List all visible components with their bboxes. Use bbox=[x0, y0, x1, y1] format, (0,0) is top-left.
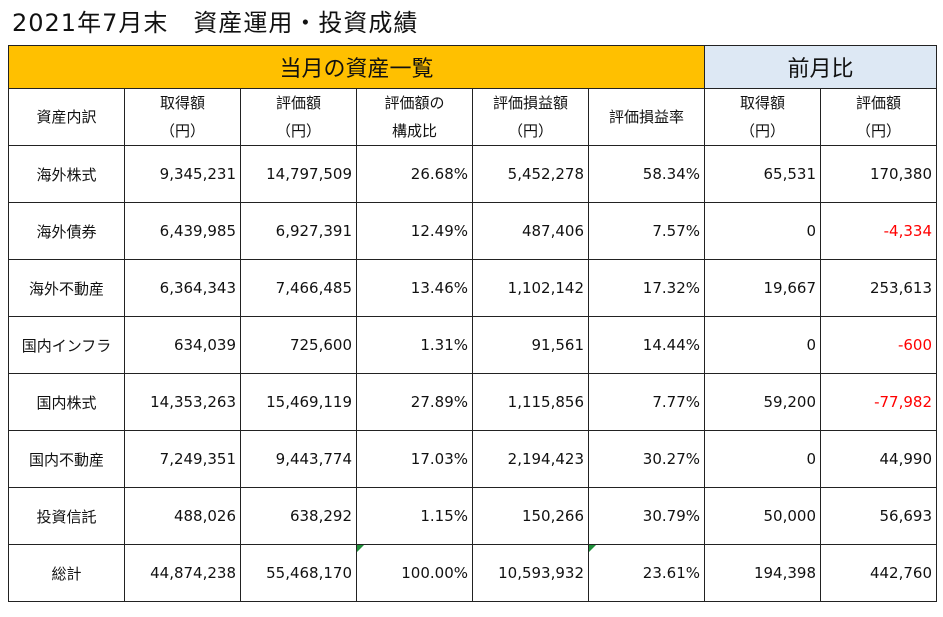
cost-cell: 14,353,263 bbox=[124, 373, 241, 431]
header-valuation-ratio-line: 評価額の bbox=[384, 94, 445, 112]
header-mom-cost-line: （円） bbox=[739, 122, 785, 140]
mom-cost-cell: 65,531 bbox=[704, 145, 821, 203]
cost-cell: 6,439,985 bbox=[124, 202, 241, 260]
header-cost: 取得額 （円） bbox=[124, 88, 241, 146]
header-cost-line: （円） bbox=[159, 122, 205, 140]
header-mom-valuation-line: 評価額 bbox=[855, 94, 901, 112]
header-asset-class: 資産内訳 bbox=[8, 88, 125, 146]
ratio-cell: 13.46% bbox=[356, 259, 473, 317]
mom-valuation-cell: -77,982 bbox=[820, 373, 937, 431]
mom-valuation-cell: 170,380 bbox=[820, 145, 937, 203]
cost-cell: 6,364,343 bbox=[124, 259, 241, 317]
header-valuation-ratio: 評価額の 構成比 bbox=[356, 88, 473, 146]
table-row: 国内不動産 7,249,351 9,443,774 17.03% 2,194,423 30… bbox=[8, 430, 937, 488]
header-asset-class-line: 資産内訳 bbox=[36, 108, 97, 126]
valuation-cell: 15,469,119 bbox=[240, 373, 357, 431]
gain-rate-cell: 14.44% bbox=[588, 316, 705, 374]
header-row: 資産内訳 取得額 （円） 評価額 （円） 評価額の構成比 評価損益額 （円） 評価損益率 取得額 （… bbox=[8, 88, 937, 146]
ratio-cell: 17.03% bbox=[356, 430, 473, 488]
header-gain-loss-rate-line: 評価損益率 bbox=[608, 108, 684, 126]
header-mom-valuation-line: （円） bbox=[855, 122, 901, 140]
mom-cost-cell: 59,200 bbox=[704, 373, 821, 431]
gain-cell: 91,561 bbox=[472, 316, 589, 374]
gain-cell: 150,266 bbox=[472, 487, 589, 545]
header-mom-valuation: 評価額 （円） bbox=[820, 88, 937, 146]
valuation-cell: 7,466,485 bbox=[240, 259, 357, 317]
header-gain-loss-line: （円） bbox=[507, 122, 553, 140]
mom-valuation-cell: -600 bbox=[820, 316, 937, 374]
cost-cell: 44,874,238 bbox=[124, 544, 241, 602]
table-row: 海外債券 6,439,985 6,927,391 12.49% 487,406 7.57%… bbox=[8, 202, 937, 260]
cost-cell: 488,026 bbox=[124, 487, 241, 545]
gain-cell: 1,102,142 bbox=[472, 259, 589, 317]
previous-month-band: 前月比 bbox=[704, 45, 937, 89]
valuation-cell: 14,797,509 bbox=[240, 145, 357, 203]
gain-rate-cell: 58.34% bbox=[588, 145, 705, 203]
asset-name: 投資信託 bbox=[8, 487, 125, 545]
ratio-cell: 27.89% bbox=[356, 373, 473, 431]
ratio-cell: 26.68% bbox=[356, 145, 473, 203]
ratio-cell: 12.49% bbox=[356, 202, 473, 260]
mom-valuation-cell: 442,760 bbox=[820, 544, 937, 602]
mom-cost-cell: 0 bbox=[704, 316, 821, 374]
valuation-cell: 6,927,391 bbox=[240, 202, 357, 260]
cost-cell: 7,249,351 bbox=[124, 430, 241, 488]
ratio-cell: 1.31% bbox=[356, 316, 473, 374]
asset-name: 海外債券 bbox=[8, 202, 125, 260]
table-row: 海外不動産 6,364,343 7,466,485 13.46% 1,102,142 17… bbox=[8, 259, 937, 317]
asset-name: 国内インフラ bbox=[8, 316, 125, 374]
table-row: 海外株式 9,345,231 14,797,509 26.68% 5,452,278 58… bbox=[8, 145, 937, 203]
gain-cell: 2,194,423 bbox=[472, 430, 589, 488]
mom-valuation-cell: -4,334 bbox=[820, 202, 937, 260]
header-valuation-line: 評価額 bbox=[275, 94, 321, 112]
header-gain-loss-rate: 評価損益率 bbox=[588, 88, 705, 146]
valuation-cell: 9,443,774 bbox=[240, 430, 357, 488]
gain-cell: 1,115,856 bbox=[472, 373, 589, 431]
header-mom-cost-line: 取得額 bbox=[739, 94, 785, 112]
gain-rate-cell: 7.57% bbox=[588, 202, 705, 260]
gain-rate-cell: 23.61% bbox=[588, 544, 705, 602]
header-valuation-line: （円） bbox=[275, 122, 321, 140]
total-row: 総計 44,874,238 55,468,170 100.00% 10,593,932 2… bbox=[8, 544, 937, 602]
table-row: 国内株式 14,353,263 15,469,119 27.89% 1,115,856 7… bbox=[8, 373, 937, 431]
header-cost-line: 取得額 bbox=[159, 94, 205, 112]
mom-cost-cell: 194,398 bbox=[704, 544, 821, 602]
ratio-cell: 1.15% bbox=[356, 487, 473, 545]
gain-cell: 5,452,278 bbox=[472, 145, 589, 203]
valuation-cell: 638,292 bbox=[240, 487, 357, 545]
valuation-cell: 55,468,170 bbox=[240, 544, 357, 602]
current-month-band: 当月の資産一覧 bbox=[8, 45, 705, 89]
header-valuation: 評価額 （円） bbox=[240, 88, 357, 146]
mom-cost-cell: 0 bbox=[704, 202, 821, 260]
header-valuation-ratio-line: 構成比 bbox=[391, 122, 437, 140]
valuation-cell: 725,600 bbox=[240, 316, 357, 374]
asset-name: 国内株式 bbox=[8, 373, 125, 431]
cost-cell: 9,345,231 bbox=[124, 145, 241, 203]
asset-name: 国内不動産 bbox=[8, 430, 125, 488]
ratio-cell: 100.00% bbox=[356, 544, 473, 602]
mom-cost-cell: 50,000 bbox=[704, 487, 821, 545]
mom-valuation-cell: 44,990 bbox=[820, 430, 937, 488]
asset-name: 総計 bbox=[8, 544, 125, 602]
table-row: 投資信託 488,026 638,292 1.15% 150,266 30.79% 50,0… bbox=[8, 487, 937, 545]
gain-rate-cell: 30.27% bbox=[588, 430, 705, 488]
cost-cell: 634,039 bbox=[124, 316, 241, 374]
gain-cell: 10,593,932 bbox=[472, 544, 589, 602]
header-mom-cost: 取得額 （円） bbox=[704, 88, 821, 146]
mom-valuation-cell: 56,693 bbox=[820, 487, 937, 545]
header-gain-loss: 評価損益額 （円） bbox=[472, 88, 589, 146]
mom-cost-cell: 0 bbox=[704, 430, 821, 488]
mom-cost-cell: 19,667 bbox=[704, 259, 821, 317]
header-gain-loss-line: 評価損益額 bbox=[492, 94, 568, 112]
gain-rate-cell: 7.77% bbox=[588, 373, 705, 431]
table-row: 国内インフラ 634,039 725,600 1.31% 91,561 14.44% 0 -6… bbox=[8, 316, 937, 374]
gain-rate-cell: 30.79% bbox=[588, 487, 705, 545]
page-title: 2021年7月末 資産運用・投資成績 bbox=[12, 9, 419, 37]
asset-name: 海外株式 bbox=[8, 145, 125, 203]
asset-table: 当月の資産一覧 前月比 資産内訳 取得額 （円） 評価額 （円） 評価額の 構成比 評価損益額… bbox=[8, 45, 937, 602]
asset-name: 海外不動産 bbox=[8, 259, 125, 317]
gain-cell: 487,406 bbox=[472, 202, 589, 260]
mom-valuation-cell: 253,613 bbox=[820, 259, 937, 317]
gain-rate-cell: 17.32% bbox=[588, 259, 705, 317]
